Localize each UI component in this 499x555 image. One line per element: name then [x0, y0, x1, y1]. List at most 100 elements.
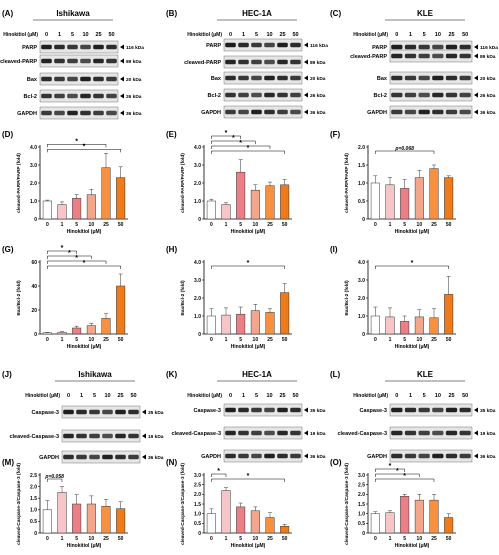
dose-label: 25: [279, 32, 285, 38]
dose-label: 10: [266, 32, 272, 38]
protein-label: cleaved-PARP: [350, 54, 387, 60]
dose-label: 1: [58, 32, 61, 38]
x-tick-label: 10: [89, 337, 95, 343]
band: [238, 59, 249, 65]
band: [445, 453, 458, 459]
x-tick-label: 10: [417, 536, 423, 542]
molecular-weight: 116 kDa: [310, 43, 328, 49]
dose-label: 1: [242, 32, 245, 38]
marker-arrow-icon: [474, 109, 478, 115]
molecular-weight: 89 kDa: [480, 54, 496, 60]
band: [128, 433, 139, 439]
gel-strip: [389, 105, 473, 119]
panel-letter: (L): [330, 370, 341, 379]
significance-label: *: [75, 255, 78, 262]
molecular-weight: 20 kDa: [480, 76, 496, 82]
y-tick-label: 1.5: [194, 502, 201, 508]
significance-label: *: [247, 473, 250, 480]
band: [418, 407, 430, 413]
gel-strip: [39, 106, 119, 120]
x-tick-label: 0: [374, 337, 377, 343]
bar: [370, 513, 380, 534]
significance-bracket: [211, 265, 285, 269]
bar: [250, 510, 260, 534]
marker-arrow-icon: [142, 409, 146, 415]
band: [459, 44, 471, 50]
panel-letter: (I): [330, 245, 338, 254]
y-tick-label: 0: [34, 531, 37, 537]
significance-bracket: [47, 255, 92, 259]
significance-label: *: [411, 260, 414, 267]
bar: [414, 499, 424, 534]
dose-label: 10: [104, 393, 110, 399]
cell-line-title: KLE: [417, 9, 434, 18]
dose-label: 50: [108, 32, 114, 38]
bar: [101, 506, 111, 534]
y-axis-label: cleaved-PARP/PARP (fold): [16, 153, 22, 213]
band: [41, 93, 52, 99]
band: [290, 430, 301, 436]
protein-label: Bcl-2: [24, 94, 37, 100]
band: [445, 430, 458, 436]
bar-chart-7: (M) 0 0.5 1.0 1.5 2.0 2.5 cleaved-Caspase-3/Cas…: [2, 458, 128, 549]
panel-letter: (K): [166, 370, 177, 379]
band: [225, 92, 236, 98]
dose-label: 0: [229, 32, 232, 38]
molecular-weight: 116 kDa: [480, 45, 498, 51]
bar: [444, 294, 454, 335]
significance-bracket: [47, 478, 63, 482]
band: [93, 58, 104, 64]
y-tick-label: 0: [198, 531, 201, 537]
gel-strip: [389, 88, 473, 102]
x-tick-label: 5: [75, 536, 78, 542]
significance-bracket: [375, 478, 435, 482]
x-axis-label: Hinokitiol (μM): [67, 543, 102, 549]
gel-strip: [389, 426, 473, 440]
y-tick-label: 0: [362, 531, 365, 537]
protein-label: Bax: [27, 77, 38, 83]
band: [41, 58, 52, 64]
y-tick-label: 2.0: [194, 181, 201, 187]
band: [251, 42, 262, 48]
panel-letter: (M): [2, 458, 14, 467]
x-tick-label: 0: [210, 222, 213, 228]
band: [238, 430, 249, 436]
significance-label: *: [247, 145, 250, 152]
band: [264, 59, 275, 65]
bar: [72, 327, 82, 335]
molecular-weight: 35 kDa: [148, 410, 164, 416]
dose-label: 0: [229, 393, 232, 399]
band: [290, 92, 301, 98]
dose-label: 1: [242, 393, 245, 399]
bar: [429, 317, 439, 335]
dose-label: 10: [435, 393, 441, 399]
significance-label: p=0.058: [44, 474, 64, 480]
y-tick-label: 60: [31, 260, 37, 266]
x-tick-label: 25: [431, 337, 437, 343]
band: [391, 75, 403, 81]
protein-label: cleaved-Caspase-3: [171, 431, 221, 437]
dose-label: 10: [82, 32, 88, 38]
bar: [116, 177, 126, 220]
significance-bracket: [375, 150, 435, 154]
marker-arrow-icon: [474, 53, 478, 59]
bar: [400, 188, 410, 220]
marker-arrow-icon: [142, 454, 146, 460]
dose-label: 25: [117, 393, 123, 399]
marker-arrow-icon: [474, 92, 478, 98]
protein-label: Bcl-2: [208, 93, 221, 99]
band: [459, 453, 471, 459]
gel-strip: [223, 426, 303, 440]
y-axis-label: Bax/Bcl-2 (fold): [16, 280, 22, 316]
significance-bracket: [375, 265, 449, 269]
bar-chart-5: (H) 0 1.0 2.0 3.0 4.0 Bax/Bcl-2 (fold) 0 1 5 10 25 5…: [166, 245, 292, 350]
band: [404, 430, 417, 436]
y-tick-label: 2.0: [30, 484, 37, 490]
y-tick-label: 2.0: [194, 296, 201, 302]
bar: [116, 285, 126, 335]
significance-label: *: [389, 463, 392, 470]
band: [41, 44, 52, 50]
band: [277, 92, 288, 98]
bar: [385, 316, 395, 335]
band: [67, 58, 78, 64]
